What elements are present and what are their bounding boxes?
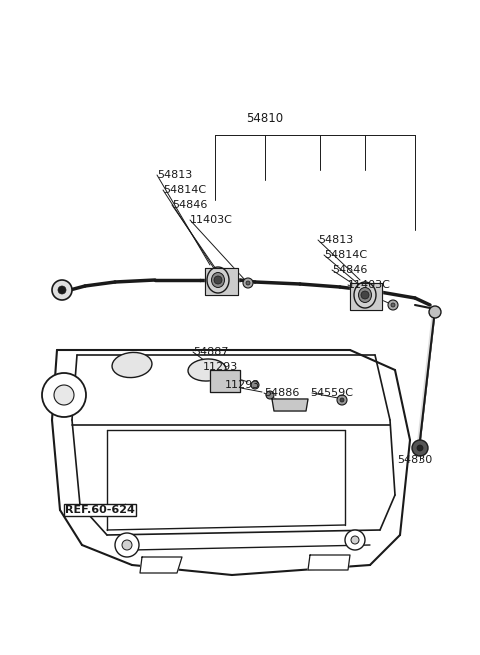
Circle shape: [345, 530, 365, 550]
Circle shape: [429, 306, 441, 318]
Circle shape: [412, 440, 428, 456]
Circle shape: [54, 385, 74, 405]
Circle shape: [351, 536, 359, 544]
Text: 11293: 11293: [203, 362, 238, 372]
Text: 54813: 54813: [157, 170, 192, 180]
Circle shape: [337, 395, 347, 405]
Ellipse shape: [207, 267, 229, 293]
Polygon shape: [308, 555, 350, 570]
Text: 54814C: 54814C: [324, 250, 367, 260]
Circle shape: [246, 281, 250, 285]
Circle shape: [42, 373, 86, 417]
Circle shape: [417, 445, 423, 451]
Ellipse shape: [359, 288, 372, 303]
Polygon shape: [350, 283, 382, 310]
Circle shape: [251, 381, 259, 389]
Circle shape: [340, 398, 344, 402]
Text: 54830: 54830: [397, 455, 432, 465]
Text: 11293: 11293: [225, 380, 260, 390]
Ellipse shape: [112, 352, 152, 377]
Text: 54886: 54886: [264, 388, 300, 398]
Polygon shape: [210, 370, 240, 392]
Circle shape: [388, 300, 398, 310]
Ellipse shape: [354, 282, 376, 308]
Text: 54846: 54846: [172, 200, 207, 210]
Circle shape: [58, 286, 66, 294]
Circle shape: [391, 303, 395, 307]
Polygon shape: [140, 557, 182, 573]
Text: 11403C: 11403C: [190, 215, 233, 225]
Circle shape: [122, 540, 132, 550]
Circle shape: [361, 291, 369, 299]
Text: 54810: 54810: [246, 111, 284, 124]
Text: REF.60-624: REF.60-624: [65, 505, 135, 515]
Text: 54887: 54887: [193, 347, 228, 357]
Circle shape: [243, 278, 253, 288]
Text: 54559C: 54559C: [310, 388, 353, 398]
Text: 11403C: 11403C: [348, 280, 391, 290]
Circle shape: [214, 276, 222, 284]
Text: 54813: 54813: [318, 235, 353, 245]
Text: 54846: 54846: [332, 265, 367, 275]
Ellipse shape: [212, 272, 225, 288]
Polygon shape: [205, 268, 238, 295]
Circle shape: [266, 391, 274, 399]
Text: 54814C: 54814C: [163, 185, 206, 195]
Circle shape: [115, 533, 139, 557]
Polygon shape: [272, 399, 308, 411]
Ellipse shape: [188, 359, 226, 381]
Circle shape: [52, 280, 72, 300]
